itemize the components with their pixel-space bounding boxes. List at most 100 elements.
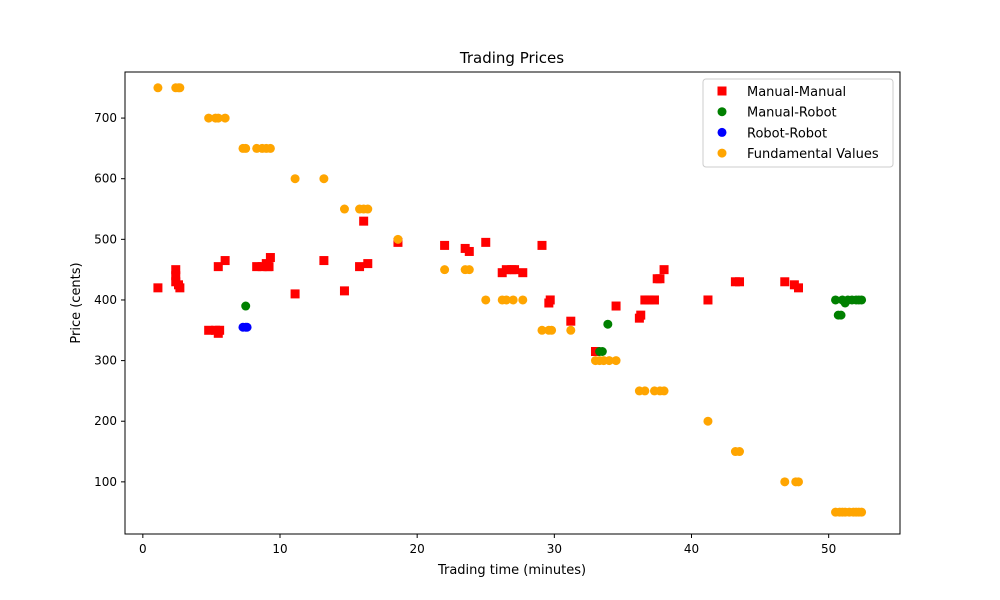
y-axis-label: Price (cents) xyxy=(69,262,84,343)
data-point xyxy=(290,174,300,184)
data-point xyxy=(440,240,450,250)
data-point xyxy=(290,289,300,299)
x-tick-label: 40 xyxy=(684,542,699,556)
y-tick-label: 400 xyxy=(94,293,117,307)
series-3 xyxy=(153,83,867,517)
data-point xyxy=(213,262,223,272)
data-point xyxy=(264,262,274,272)
legend-label: Fundamental Values xyxy=(747,147,879,162)
data-point xyxy=(611,301,621,311)
data-point xyxy=(153,83,163,93)
data-point xyxy=(655,274,665,284)
data-point xyxy=(857,295,867,305)
data-point xyxy=(355,262,365,272)
data-point xyxy=(481,237,491,247)
data-point xyxy=(780,277,790,287)
data-point xyxy=(703,295,713,305)
data-point xyxy=(735,447,745,457)
data-point xyxy=(339,286,349,296)
data-point xyxy=(636,310,646,320)
plot-frame xyxy=(124,71,901,535)
data-point xyxy=(603,319,613,329)
data-point xyxy=(481,295,491,305)
data-point xyxy=(703,416,713,426)
data-point xyxy=(241,143,251,153)
legend-marker xyxy=(717,127,727,137)
x-tick-label: 50 xyxy=(821,542,836,556)
chart-title: Trading Prices xyxy=(459,49,564,67)
data-point xyxy=(242,322,252,332)
data-point xyxy=(857,507,867,517)
data-point xyxy=(566,325,576,335)
data-point xyxy=(359,216,369,226)
data-point xyxy=(537,240,547,250)
x-tick-label: 30 xyxy=(547,542,562,556)
data-point xyxy=(836,310,846,320)
legend-marker xyxy=(717,107,727,117)
series-2 xyxy=(238,322,252,332)
data-point xyxy=(508,295,518,305)
data-point xyxy=(547,325,557,335)
data-point xyxy=(518,268,528,278)
data-point xyxy=(204,113,214,123)
series-1 xyxy=(241,295,867,357)
legend-label: Robot-Robot xyxy=(747,126,827,141)
x-axis-label: Trading time (minutes) xyxy=(437,563,586,578)
data-point xyxy=(215,325,225,335)
data-point xyxy=(659,386,669,396)
data-point xyxy=(604,356,614,366)
data-point xyxy=(363,259,373,269)
plot-marks xyxy=(153,83,867,517)
data-point xyxy=(339,204,349,214)
x-axis-ticks: 0 10 20 30 40 50 xyxy=(139,534,836,556)
x-tick-label: 20 xyxy=(410,542,425,556)
data-point xyxy=(597,347,607,357)
data-point xyxy=(611,356,621,366)
data-point xyxy=(640,386,650,396)
data-point xyxy=(319,174,329,184)
series-0 xyxy=(153,216,803,357)
data-point xyxy=(153,283,163,293)
x-tick-label: 10 xyxy=(272,542,287,556)
y-tick-label: 500 xyxy=(94,232,117,246)
data-point xyxy=(265,253,275,263)
data-point xyxy=(241,301,251,311)
data-point xyxy=(252,262,262,272)
x-tick-label: 0 xyxy=(139,542,147,556)
y-tick-label: 300 xyxy=(94,354,117,368)
data-point xyxy=(659,265,669,275)
data-point xyxy=(501,295,511,305)
data-point xyxy=(220,113,230,123)
data-point xyxy=(171,271,181,281)
data-point xyxy=(501,265,511,275)
y-tick-label: 600 xyxy=(94,172,117,186)
legend-box xyxy=(702,78,894,168)
data-point xyxy=(175,283,185,293)
legend-label: Manual-Robot xyxy=(747,106,837,121)
data-point xyxy=(780,477,790,487)
y-tick-label: 700 xyxy=(94,111,117,125)
legend-marker xyxy=(717,86,727,96)
legend: Manual-Manual Manual-Robot Robot-Robot Fund… xyxy=(702,78,894,168)
y-tick-label: 200 xyxy=(94,414,117,428)
data-point xyxy=(518,295,528,305)
y-axis-ticks: 100 200 300 400 500 600 700 xyxy=(94,111,125,489)
legend-marker xyxy=(717,148,727,158)
data-point xyxy=(393,234,403,244)
data-point xyxy=(220,256,230,266)
data-point xyxy=(175,83,185,93)
data-point xyxy=(793,283,803,293)
data-point xyxy=(644,295,654,305)
y-tick-label: 100 xyxy=(94,475,117,489)
data-point xyxy=(265,143,275,153)
data-point xyxy=(793,477,803,487)
data-point xyxy=(649,295,659,305)
data-point xyxy=(510,265,520,275)
data-point xyxy=(204,325,214,335)
data-point xyxy=(213,113,223,123)
legend-label: Manual-Manual xyxy=(747,85,846,100)
data-point xyxy=(831,295,841,305)
data-point xyxy=(545,295,555,305)
data-point xyxy=(171,265,181,275)
